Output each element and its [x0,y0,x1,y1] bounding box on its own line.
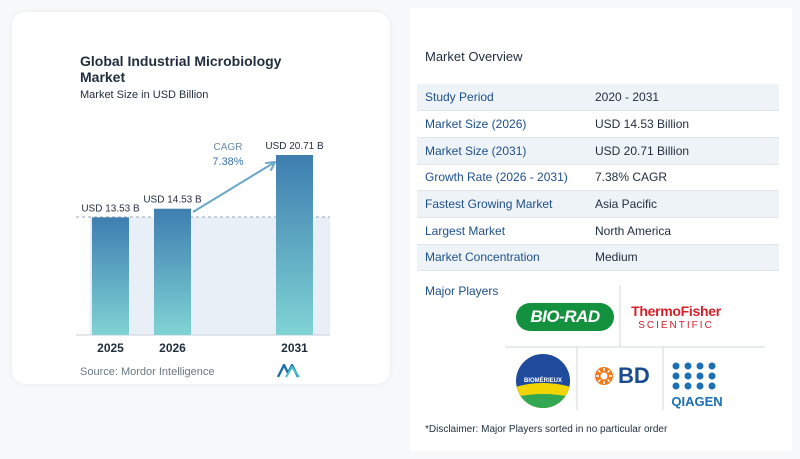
overview-key: Largest Market [417,217,587,245]
source-text: Source: Mordor Intelligence [80,366,215,378]
cagr-label: CAGR [214,142,243,153]
overview-value: Medium [587,244,779,272]
overview-key: Growth Rate (2026 - 2031) [417,164,587,192]
overview-row: Market Size (2026) USD 14.53 Billion [417,110,779,138]
overview-value: North America [587,217,779,245]
cagr-arrow-line [192,161,276,213]
chart-title: Global Industrial Microbiology Market [80,53,282,85]
cagr-arrow-head [265,161,276,171]
thermo-fisher-logo: ThermoFisher SCIENTIFIC [631,303,721,331]
bd-sun-icon [595,367,613,385]
x-tick-label: 2025 [97,341,124,355]
overview-key: Fastest Growing Market [417,190,587,218]
overview-value: USD 20.71 Billion [587,137,779,165]
overview-table: Study Period 2020 - 2031 Market Size (2026… [417,84,779,272]
mordor-logo-icon [277,364,300,378]
cagr-value: 7.38% [212,156,243,168]
bar-2031 [276,155,313,335]
overview-key: Market Size (2026) [417,110,587,138]
bar-data-label: USD 13.53 B [81,203,140,214]
chart-subtitle: Market Size in USD Billion [80,89,209,101]
overview-key: Study Period [417,84,587,112]
disclaimer-text: *Disclaimer: Major Players sorted in no … [425,424,668,435]
overview-value: 7.38% CAGR [587,164,779,192]
overview-key: Market Concentration [417,244,587,272]
major-players-title: Major Players [425,284,499,298]
bio-rad-logo: BIO-RAD [516,303,614,331]
overview-value: USD 14.53 Billion [587,110,779,138]
overview-row: Market Concentration Medium [417,244,779,272]
biomerieux-logo: BIOMÉRIEUX [516,354,570,408]
overview-value: 2020 - 2031 [587,84,779,112]
svg-text:BIOMÉRIEUX: BIOMÉRIEUX [524,376,562,384]
overview-row: Fastest Growing Market Asia Pacific [417,190,779,218]
bar-chart: USD 13.53 B 2025 USD 14.53 B 2026 USD 20.71 … [76,141,330,355]
overview-value: Asia Pacific [587,190,779,218]
bar-data-label: USD 14.53 B [143,195,202,206]
bd-logo: BD [594,363,650,389]
overview-key: Market Size (2031) [417,137,587,165]
overview-row: Market Size (2031) USD 20.71 Billion [417,137,779,165]
qiagen-dots-icon [672,362,716,390]
bar-2025 [92,217,129,335]
x-tick-label: 2031 [281,341,308,355]
overview-row: Study Period 2020 - 2031 [417,84,779,112]
overview-title: Market Overview [425,49,523,64]
x-tick-label: 2026 [159,341,186,355]
qiagen-logo: QIAGEN [668,361,726,409]
bar-2026 [154,208,191,335]
overview-row: Largest Market North America [417,217,779,245]
bar-data-label: USD 20.71 B [265,141,324,152]
logo-grid [505,285,765,410]
overview-row: Growth Rate (2026 - 2031) 7.38% CAGR [417,164,779,192]
